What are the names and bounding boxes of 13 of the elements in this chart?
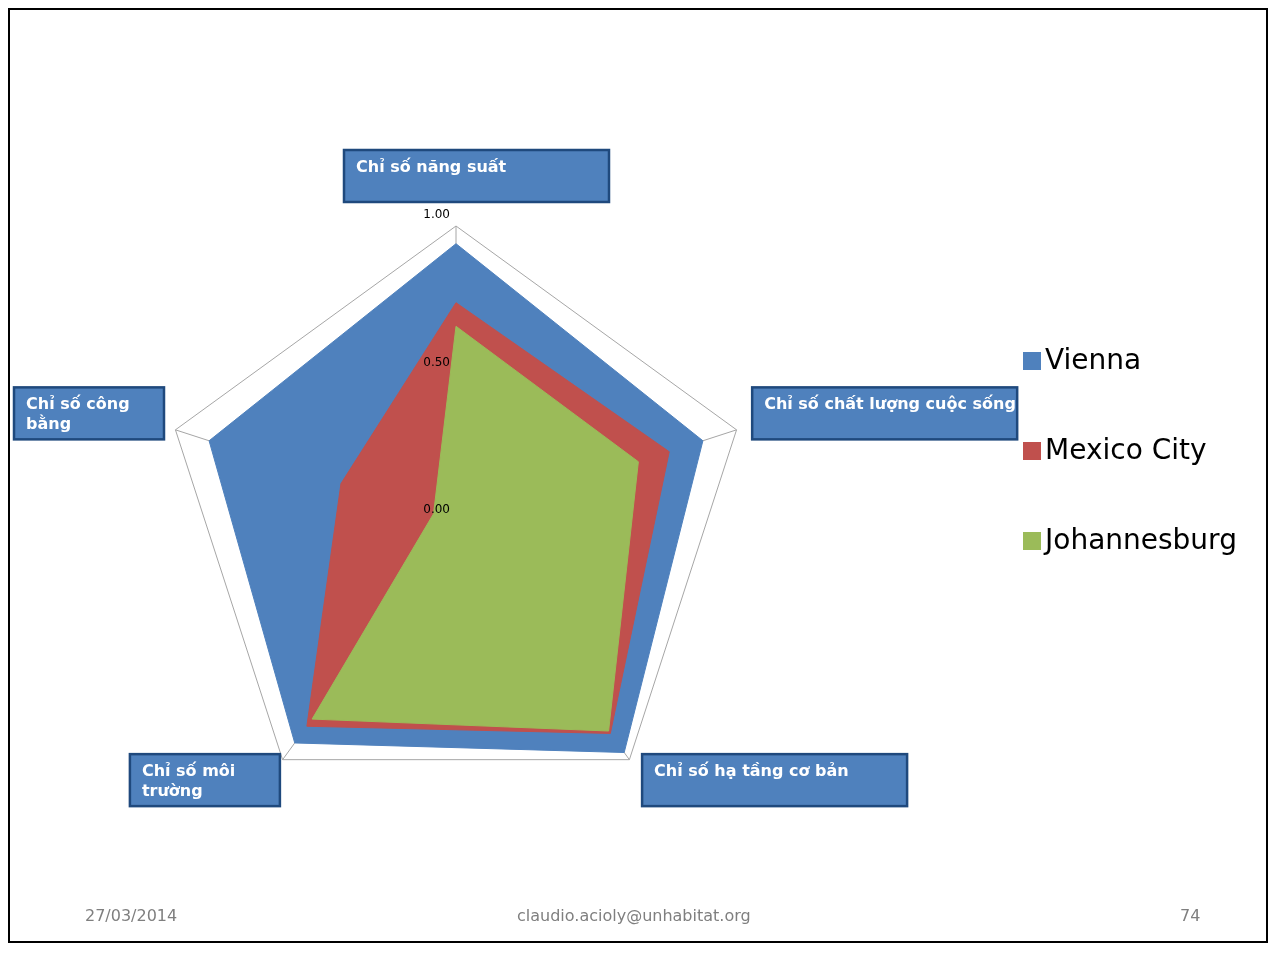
text: 27/03/2014 (85, 906, 178, 925)
spoke-label: Chỉ số chất lượng cuộc sống (764, 394, 1016, 414)
legend-label: Johannesburg (1045, 523, 1237, 556)
spoke-label: Chỉ số hạ tầng cơ bản (654, 761, 849, 781)
spoke-label: Chỉ số công bằng (26, 394, 130, 434)
legend-label: Mexico City (1045, 433, 1207, 466)
text: claudio.acioly@unhabitat.org (517, 906, 751, 925)
spoke-label: Chỉ số năng suất (356, 157, 507, 176)
y-tick-label: 0.50 (423, 354, 450, 369)
text: 74 (1180, 906, 1201, 925)
legend-label: Vienna (1045, 343, 1142, 376)
spoke-label: Chỉ số môi trường (141, 761, 236, 801)
y-tick-label: 1.00 (423, 207, 450, 221)
